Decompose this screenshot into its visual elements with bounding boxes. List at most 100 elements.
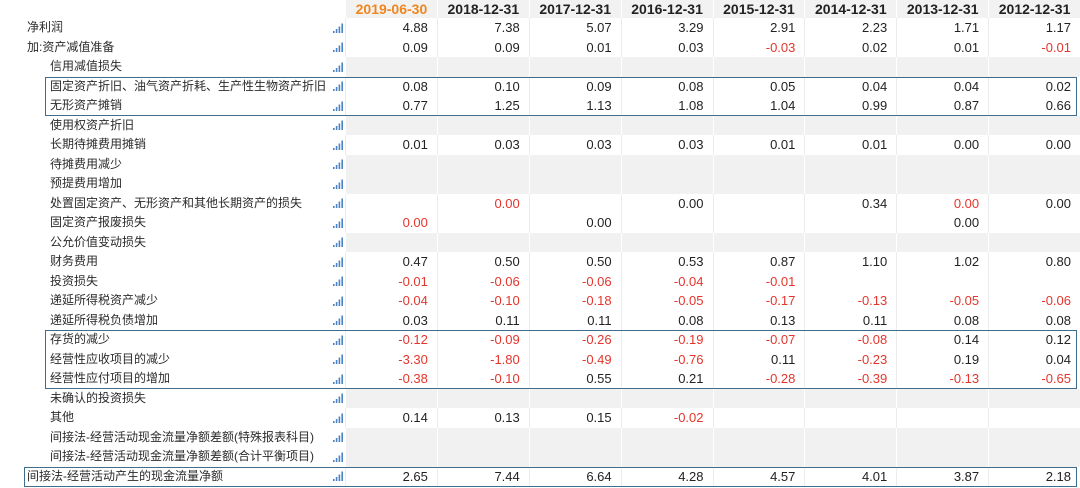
value-cell — [528, 232, 621, 252]
value-cell — [988, 271, 1080, 291]
column-header-date: 2017-12-31 — [528, 0, 621, 18]
value-cell: 0.08 — [896, 310, 988, 330]
bar-chart-icon[interactable] — [333, 335, 343, 345]
bar-chart-icon[interactable] — [333, 374, 343, 384]
value-cell: -0.04 — [345, 291, 437, 311]
row-label: 长期待摊费用摊销 — [50, 137, 147, 151]
value-cell: 0.02 — [988, 76, 1080, 96]
value-cell: 0.34 — [804, 193, 896, 213]
value-cell: -0.39 — [804, 369, 896, 389]
value-cell — [436, 447, 529, 467]
value-cell: 0.47 — [345, 252, 437, 272]
bar-chart-icon[interactable] — [333, 315, 343, 325]
row-label-cell: 处置固定资产、无形资产和其他长期资产的损失 — [0, 194, 345, 214]
row-label-cell: 预提费用增加 — [0, 174, 345, 194]
row-label-cell: 投资损失 — [0, 272, 345, 292]
value-cell — [988, 57, 1080, 77]
value-cell: 0.08 — [620, 76, 713, 96]
bar-chart-icon[interactable] — [333, 218, 343, 228]
value-cell — [436, 213, 529, 233]
row-label: 净利润 — [27, 20, 64, 34]
value-cell: 0.08 — [988, 310, 1080, 330]
bar-chart-icon[interactable] — [333, 296, 343, 306]
value-cell — [345, 193, 437, 213]
value-cell: 0.01 — [712, 135, 805, 155]
value-cell: 4.88 — [345, 18, 437, 38]
bar-chart-icon[interactable] — [333, 237, 343, 247]
table-row: 处置固定资产、无形资产和其他长期资产的损失 0.00 0.00 0.34 0.00 0.0… — [0, 193, 1080, 214]
value-cell — [804, 271, 896, 291]
row-label-cell: 存货的减少 — [0, 330, 345, 350]
bar-chart-icon[interactable] — [333, 354, 343, 364]
value-cell: -0.07 — [712, 330, 805, 350]
value-cell: -0.18 — [528, 291, 621, 311]
value-cell — [528, 154, 621, 174]
table-row: 无形资产摊销 0.77 1.25 1.13 1.08 1.04 0.99 0.87 0.66 — [0, 96, 1080, 116]
value-cell — [988, 213, 1080, 233]
bar-chart-icon[interactable] — [333, 101, 343, 111]
value-cell — [804, 447, 897, 467]
value-cell: -0.38 — [345, 369, 437, 389]
row-label-cell: 固定资产折旧、油气资产折耗、生产性生物资产折旧 — [0, 77, 345, 97]
value-cell — [345, 447, 437, 467]
row-label: 间接法-经营活动现金流量净额差额(特殊报表科目) — [50, 429, 314, 444]
value-cell — [988, 115, 1080, 135]
bar-chart-icon[interactable] — [333, 471, 343, 481]
table-row: 公允价值变动损失 — [0, 232, 1080, 252]
bar-chart-icon[interactable] — [333, 452, 343, 462]
bar-chart-icon[interactable] — [333, 23, 343, 33]
value-cell — [896, 174, 989, 194]
value-cell: 1.08 — [620, 96, 713, 116]
bar-chart-icon[interactable] — [333, 81, 343, 91]
table-row: 经营性应付项目的增加 -0.38 -0.10 0.55 0.21 -0.28 -0.39 -0… — [0, 369, 1080, 389]
value-cell — [712, 213, 805, 233]
row-label: 经营性应付项目的增加 — [50, 371, 171, 385]
value-cell: 0.01 — [896, 37, 988, 57]
column-header-date: 2014-12-31 — [804, 0, 897, 18]
bar-chart-icon[interactable] — [333, 432, 343, 442]
value-cell — [620, 154, 713, 174]
value-cell — [804, 115, 897, 135]
table-row: 递延所得税负债增加 0.03 0.11 0.11 0.08 0.13 0.11 0.08 0.0… — [0, 310, 1080, 330]
value-cell: 0.87 — [896, 96, 988, 116]
value-cell — [436, 174, 529, 194]
value-cell: -0.03 — [712, 37, 805, 57]
value-cell: 0.00 — [436, 193, 529, 213]
value-cell — [436, 115, 529, 135]
bar-chart-icon[interactable] — [333, 413, 343, 423]
value-cell: -0.10 — [436, 369, 529, 389]
table-row: 使用权资产折旧 — [0, 115, 1080, 135]
value-cell — [896, 388, 989, 408]
bar-chart-icon[interactable] — [333, 140, 343, 150]
bar-chart-icon[interactable] — [333, 159, 343, 169]
value-cell: -0.08 — [804, 330, 896, 350]
bar-chart-icon[interactable] — [333, 276, 343, 286]
bar-chart-icon[interactable] — [333, 62, 343, 72]
bar-chart-icon[interactable] — [333, 179, 343, 189]
row-label: 使用权资产折旧 — [50, 117, 135, 132]
value-cell: 1.04 — [712, 96, 805, 116]
value-cell: -0.05 — [896, 291, 988, 311]
row-label: 间接法-经营活动产生的现金流量净额 — [27, 468, 223, 483]
bar-chart-icon[interactable] — [333, 42, 343, 52]
row-label: 加:资产减值准备 — [27, 39, 115, 54]
value-cell: 0.00 — [620, 193, 713, 213]
value-cell: 0.03 — [528, 135, 621, 155]
value-cell: 0.08 — [345, 76, 437, 96]
bar-chart-icon[interactable] — [333, 198, 343, 208]
value-cell: -0.01 — [345, 271, 437, 291]
value-cell: -0.26 — [528, 330, 621, 350]
value-cell: 4.28 — [620, 466, 713, 486]
value-cell — [528, 388, 621, 408]
value-cell: 4.01 — [804, 466, 896, 486]
value-cell: 2.91 — [712, 18, 805, 38]
bar-chart-icon[interactable] — [333, 257, 343, 267]
value-cell: 0.11 — [712, 349, 805, 369]
row-label-cell: 加:资产减值准备 — [0, 38, 345, 58]
table-row: 间接法-经营活动现金流量净额差额(特殊报表科目) — [0, 427, 1080, 447]
value-cell — [712, 232, 805, 252]
bar-chart-icon[interactable] — [333, 393, 343, 403]
row-label-cell: 信用减值损失 — [0, 57, 345, 77]
bar-chart-icon[interactable] — [333, 120, 343, 130]
